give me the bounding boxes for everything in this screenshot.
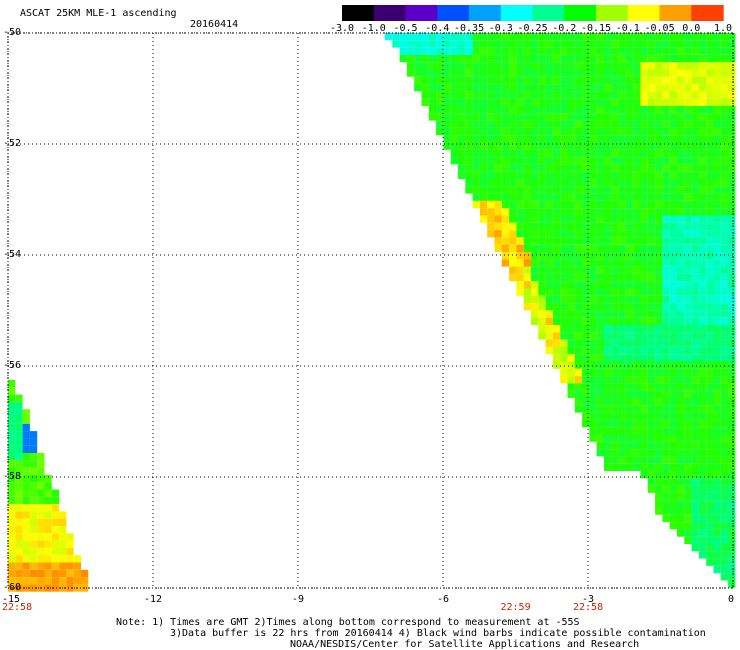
colorbar-label: -0.1 bbox=[615, 23, 640, 34]
swath-data bbox=[8, 33, 736, 592]
product-title: ASCAT 25KM MLE-1 ascending bbox=[20, 8, 177, 19]
footer-note-line1: Note: 1) Times are GMT 2)Times along bot… bbox=[116, 617, 580, 628]
colorbar-segment bbox=[659, 5, 692, 21]
colorbar bbox=[342, 5, 724, 21]
colorbar-label: 0.0 bbox=[682, 23, 701, 34]
colorbar-label: -0.05 bbox=[644, 23, 675, 34]
colorbar-segment bbox=[691, 5, 724, 21]
lon-tick-label: -9 bbox=[292, 594, 305, 605]
colorbar-segment bbox=[500, 5, 534, 21]
lon-tick-label: -12 bbox=[144, 594, 163, 605]
footer-credit: NOAA/NESDIS/Center for Satellite Applica… bbox=[290, 639, 640, 650]
colorbar-segment bbox=[405, 5, 438, 21]
colorbar-label: -0.3 bbox=[488, 23, 513, 34]
footer-note-line2: 3)Data buffer is 22 hrs from 20160414 4)… bbox=[170, 628, 706, 639]
lat-tick-label: -58 bbox=[3, 471, 22, 482]
grid bbox=[7, 32, 734, 589]
lon-tick-label: -3 bbox=[582, 594, 595, 605]
colorbar-label: 1.0 bbox=[714, 23, 733, 34]
colorbar-label: -0.15 bbox=[581, 23, 612, 34]
colorbar-segment bbox=[342, 5, 375, 21]
colorbar-segment bbox=[437, 5, 470, 21]
colorbar-segment bbox=[564, 5, 597, 21]
time-label: 22:58 bbox=[573, 602, 604, 613]
lat-tick-label: -50 bbox=[3, 27, 22, 38]
colorbar-label: -3.0 bbox=[330, 23, 355, 34]
colorbar-segment bbox=[627, 5, 661, 21]
colorbar-segment bbox=[373, 5, 407, 21]
colorbar-segment bbox=[469, 5, 502, 21]
lat-tick-label: -60 bbox=[3, 582, 22, 593]
colorbar-label: -0.35 bbox=[454, 23, 485, 34]
lat-tick-label: -52 bbox=[3, 138, 22, 149]
colorbar-label: -1.0 bbox=[361, 23, 386, 34]
lon-tick-label: 0 bbox=[728, 594, 735, 605]
colorbar-label: -0.25 bbox=[517, 23, 548, 34]
time-label: 22:58 bbox=[2, 602, 33, 613]
colorbar-label: -0.2 bbox=[552, 23, 577, 34]
lon-tick-label: -15 bbox=[2, 594, 21, 605]
colorbar-segment bbox=[532, 5, 565, 21]
lat-tick-label: -56 bbox=[3, 360, 22, 371]
lat-tick-label: -54 bbox=[3, 249, 22, 260]
lon-tick-label: -6 bbox=[437, 594, 450, 605]
colorbar-segment bbox=[596, 5, 629, 21]
product-date: 20160414 bbox=[190, 19, 239, 30]
colorbar-label: -0.5 bbox=[393, 23, 418, 34]
time-label: 22:59 bbox=[500, 602, 531, 613]
colorbar-label: -0.4 bbox=[425, 23, 450, 34]
